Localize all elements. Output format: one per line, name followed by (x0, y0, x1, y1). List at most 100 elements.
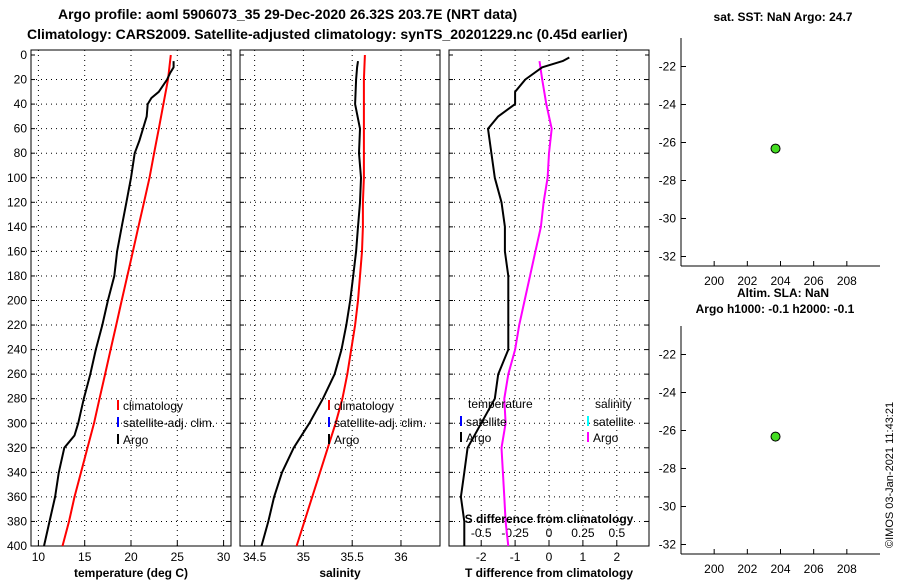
temperature-climatology-line (61, 54, 172, 547)
salinity-xtick-label: 34.5 (243, 550, 267, 564)
difference-legend-salinity-title: salinity (595, 397, 632, 411)
map-sst-xtick-label: 206 (804, 274, 824, 288)
temperature-legend-argo: Argo (123, 433, 149, 447)
difference-S-tick-label: 0.25 (571, 526, 595, 540)
depth-tick-label: 340 (7, 465, 27, 479)
temperature-xtick-label: 10 (32, 550, 46, 564)
difference-legend-salinity-argo: Argo (593, 431, 619, 445)
difference-T-tick-label: 2 (613, 550, 620, 564)
map-sla-xtick-label: 204 (770, 562, 790, 576)
map-sst-xtick-label: 208 (837, 274, 857, 288)
depth-tick-label: 260 (7, 367, 27, 381)
sst-map-panel: -22 -24 -26 -28 -30 -32 200 202 204 206 208 sat. SS… (659, 10, 880, 288)
difference-T-axis-label: T difference from climatology (465, 566, 633, 580)
temperature-x-axis-label: temperature (deg C) (74, 566, 188, 580)
map-sla-ytick-label: -24 (659, 386, 677, 400)
temperature-legend-climatology: climatology (123, 399, 183, 413)
title-line-2: Climatology: CARS2009. Satellite-adjuste… (27, 26, 628, 42)
depth-tick-label: 300 (7, 416, 27, 430)
depth-tick-label: 220 (7, 318, 27, 332)
salinity-xtick-label: 35 (297, 550, 311, 564)
map-sst-ytick-label: -24 (659, 98, 677, 112)
salinity-legend-climatology: climatology (334, 399, 394, 413)
difference-T-tick-label: 1 (580, 550, 587, 564)
temperature-xtick-label: 30 (217, 550, 231, 564)
difference-temperature-argo-line (459, 56, 570, 546)
depth-tick-label: 360 (7, 490, 27, 504)
difference-T-tick-label: 0 (546, 550, 553, 564)
map-sla-argo-position-marker (770, 431, 781, 442)
difference-salinity-argo-line (500, 60, 553, 547)
difference-legend-temperature-title: temperature (468, 397, 533, 411)
map-sla-subtitle: Argo h1000: -0.1 h2000: -0.1 (696, 302, 855, 316)
depth-tick-label: 80 (14, 146, 28, 160)
map-sla-ytick-label: -30 (659, 500, 677, 514)
temperature-legend-satellite: satellite-adj. clim. (123, 416, 215, 430)
map-sst-ytick-label: -28 (659, 174, 677, 188)
salinity-x-axis-label: salinity (319, 566, 361, 580)
temperature-argo-line (43, 61, 175, 547)
map-sla-xtick-label: 208 (837, 562, 857, 576)
map-sst-ytick-label: -32 (659, 250, 677, 264)
difference-panel: -2 -0.5 -1 -0.25 0 0 1 0.25 2 0.5 temperature satel… (448, 49, 650, 580)
salinity-xtick-label: 36 (394, 550, 408, 564)
map-sst-ytick-label: -26 (659, 136, 677, 150)
depth-tick-label: 160 (7, 244, 27, 258)
salinity-xtick-label: 35.5 (341, 550, 365, 564)
map-sst-title: sat. SST: NaN Argo: 24.7 (714, 10, 853, 24)
difference-legend-temperature-argo: Argo (466, 431, 492, 445)
depth-tick-label: 200 (7, 294, 27, 308)
imos-credit: ©IMOS 03-Jan-2021 11:43:21 (884, 402, 896, 548)
depth-tick-label: 240 (7, 343, 27, 357)
difference-S-tick-label: -0.25 (501, 526, 529, 540)
difference-legend-temperature-satellite: satellite (466, 415, 507, 429)
difference-S-tick-label: 0.5 (608, 526, 625, 540)
depth-tick-label: 0 (20, 48, 27, 62)
depth-tick-label: 40 (14, 97, 28, 111)
difference-S-tick-label: 0 (546, 526, 553, 540)
map-sst-xtick-label: 204 (770, 274, 790, 288)
map-sla-xtick-label: 206 (804, 562, 824, 576)
difference-S-tick-label: -0.5 (471, 526, 492, 540)
map-sla-ytick-label: -28 (659, 462, 677, 476)
depth-tick-label: 100 (7, 171, 27, 185)
salinity-frame (239, 49, 441, 547)
temperature-xtick-label: 25 (171, 550, 185, 564)
temperature-xtick-label: 15 (78, 550, 92, 564)
temperature-panel: 0 20 40 60 80 100 120 140 160 180 200 220 240 260 280 3… (7, 48, 232, 580)
map-sla-title: Altim. SLA: NaN (737, 286, 829, 300)
difference-frame (448, 49, 650, 547)
salinity-climatology-line (295, 54, 366, 547)
salinity-legend-satellite: satellite-adj. clim. (334, 416, 426, 430)
depth-tick-label: 280 (7, 392, 27, 406)
depth-tick-label: 180 (7, 269, 27, 283)
map-sst-ytick-label: -30 (659, 212, 677, 226)
difference-S-axis-label: S difference from climatology (465, 512, 634, 526)
depth-tick-label: 140 (7, 220, 27, 234)
map-sla-ytick-label: -26 (659, 424, 677, 438)
map-sst-argo-position-marker (770, 143, 781, 154)
sla-map-panel: -22 -24 -26 -28 -30 -32 200 202 204 206 208 Altim. … (659, 286, 880, 576)
temperature-xtick-label: 20 (124, 550, 138, 564)
depth-tick-label: 60 (14, 122, 28, 136)
difference-legend-salinity-satellite: satellite (593, 415, 634, 429)
salinity-panel: 34.5 35 35.5 36 climatology satellite-adj. cl… (239, 49, 441, 580)
depth-tick-label: 320 (7, 441, 27, 455)
map-sla-ytick-label: -32 (659, 538, 677, 552)
salinity-argo-line (260, 60, 362, 547)
title-line-1: Argo profile: aoml 5906073_35 29-Dec-202… (58, 6, 517, 22)
map-sst-xtick-label: 200 (704, 274, 724, 288)
salinity-legend-argo: Argo (334, 433, 360, 447)
map-sla-xtick-label: 200 (704, 562, 724, 576)
difference-T-tick-label: -2 (476, 550, 487, 564)
depth-tick-label: 20 (14, 73, 28, 87)
temperature-frame (30, 49, 232, 547)
difference-T-tick-label: -1 (510, 550, 521, 564)
map-sst-xtick-label: 202 (737, 274, 757, 288)
map-sla-xtick-label: 202 (737, 562, 757, 576)
depth-tick-label: 380 (7, 514, 27, 528)
map-sla-ytick-label: -22 (659, 348, 677, 362)
depth-tick-label: 120 (7, 195, 27, 209)
depth-tick-label: 400 (7, 539, 27, 553)
